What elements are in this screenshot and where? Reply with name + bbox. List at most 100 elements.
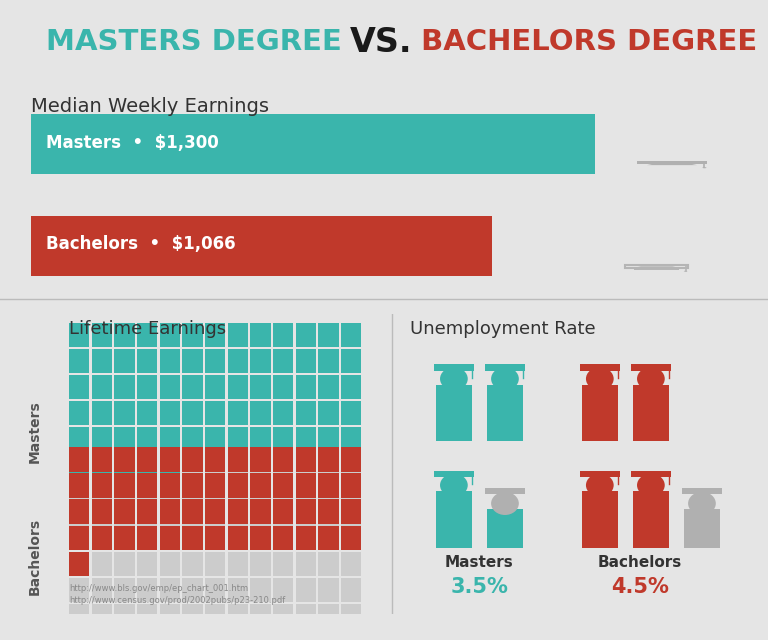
FancyBboxPatch shape (205, 578, 226, 602)
FancyBboxPatch shape (296, 479, 316, 504)
FancyBboxPatch shape (205, 525, 226, 550)
FancyBboxPatch shape (114, 499, 135, 524)
FancyBboxPatch shape (182, 453, 203, 477)
FancyBboxPatch shape (205, 604, 226, 628)
FancyBboxPatch shape (182, 630, 203, 640)
FancyBboxPatch shape (160, 375, 180, 399)
FancyBboxPatch shape (160, 499, 180, 524)
FancyBboxPatch shape (160, 552, 180, 576)
FancyBboxPatch shape (318, 427, 339, 451)
FancyBboxPatch shape (205, 401, 226, 426)
FancyBboxPatch shape (137, 447, 157, 472)
FancyBboxPatch shape (684, 509, 720, 548)
FancyBboxPatch shape (160, 630, 180, 640)
FancyBboxPatch shape (341, 323, 361, 347)
Text: BACHELORS DEGREE: BACHELORS DEGREE (411, 28, 757, 56)
FancyBboxPatch shape (182, 323, 203, 347)
FancyBboxPatch shape (205, 499, 226, 524)
FancyBboxPatch shape (296, 323, 316, 347)
FancyBboxPatch shape (227, 474, 248, 498)
FancyBboxPatch shape (205, 349, 226, 373)
FancyBboxPatch shape (250, 427, 271, 451)
FancyBboxPatch shape (273, 427, 293, 451)
FancyBboxPatch shape (160, 453, 180, 477)
FancyBboxPatch shape (182, 578, 203, 602)
FancyBboxPatch shape (250, 474, 271, 498)
FancyBboxPatch shape (182, 479, 203, 504)
FancyBboxPatch shape (182, 525, 203, 550)
FancyBboxPatch shape (69, 479, 89, 504)
FancyBboxPatch shape (137, 506, 157, 530)
FancyBboxPatch shape (114, 349, 135, 373)
FancyBboxPatch shape (682, 488, 722, 494)
FancyBboxPatch shape (114, 479, 135, 504)
FancyBboxPatch shape (250, 552, 271, 576)
FancyBboxPatch shape (250, 578, 271, 602)
FancyBboxPatch shape (341, 453, 361, 477)
FancyBboxPatch shape (205, 453, 226, 477)
FancyBboxPatch shape (182, 506, 203, 530)
Circle shape (586, 367, 614, 390)
FancyBboxPatch shape (273, 349, 293, 373)
FancyBboxPatch shape (137, 474, 157, 498)
FancyBboxPatch shape (296, 375, 316, 399)
FancyBboxPatch shape (631, 471, 671, 477)
FancyBboxPatch shape (205, 375, 226, 399)
FancyBboxPatch shape (137, 479, 157, 504)
FancyBboxPatch shape (318, 447, 339, 472)
FancyBboxPatch shape (273, 604, 293, 628)
FancyBboxPatch shape (318, 604, 339, 628)
FancyBboxPatch shape (296, 506, 316, 530)
FancyBboxPatch shape (341, 552, 361, 576)
FancyBboxPatch shape (182, 375, 203, 399)
FancyBboxPatch shape (92, 474, 112, 498)
FancyBboxPatch shape (92, 375, 112, 399)
FancyBboxPatch shape (137, 578, 157, 602)
FancyBboxPatch shape (182, 349, 203, 373)
FancyBboxPatch shape (581, 385, 618, 441)
FancyBboxPatch shape (580, 471, 620, 477)
Circle shape (637, 474, 665, 497)
FancyBboxPatch shape (227, 349, 248, 373)
FancyBboxPatch shape (318, 506, 339, 530)
FancyBboxPatch shape (318, 630, 339, 640)
FancyBboxPatch shape (318, 474, 339, 498)
FancyBboxPatch shape (318, 349, 339, 373)
FancyBboxPatch shape (318, 479, 339, 504)
Circle shape (684, 271, 687, 272)
FancyBboxPatch shape (205, 506, 226, 530)
Circle shape (440, 367, 468, 390)
FancyBboxPatch shape (296, 349, 316, 373)
FancyBboxPatch shape (205, 479, 226, 504)
FancyBboxPatch shape (69, 375, 89, 399)
FancyBboxPatch shape (318, 525, 339, 550)
Text: Masters: Masters (445, 556, 514, 570)
FancyBboxPatch shape (273, 453, 293, 477)
Text: Bachelors: Bachelors (598, 556, 682, 570)
FancyBboxPatch shape (227, 375, 248, 399)
Text: Masters: Masters (28, 401, 41, 463)
FancyBboxPatch shape (250, 604, 271, 628)
FancyBboxPatch shape (434, 471, 474, 477)
FancyBboxPatch shape (273, 578, 293, 602)
FancyBboxPatch shape (69, 474, 89, 498)
FancyBboxPatch shape (182, 447, 203, 472)
FancyBboxPatch shape (69, 499, 89, 524)
Text: Lifetime Earnings: Lifetime Earnings (69, 319, 227, 337)
FancyBboxPatch shape (227, 604, 248, 628)
FancyBboxPatch shape (318, 578, 339, 602)
FancyBboxPatch shape (341, 447, 361, 472)
FancyBboxPatch shape (160, 525, 180, 550)
FancyBboxPatch shape (633, 491, 669, 548)
FancyBboxPatch shape (92, 349, 112, 373)
FancyBboxPatch shape (227, 401, 248, 426)
FancyBboxPatch shape (296, 499, 316, 524)
FancyBboxPatch shape (69, 453, 89, 477)
FancyBboxPatch shape (273, 323, 293, 347)
FancyBboxPatch shape (92, 525, 112, 550)
Text: Unemployment Rate: Unemployment Rate (410, 319, 596, 337)
FancyBboxPatch shape (637, 161, 707, 164)
FancyBboxPatch shape (250, 323, 271, 347)
FancyBboxPatch shape (114, 552, 135, 576)
FancyBboxPatch shape (341, 578, 361, 602)
